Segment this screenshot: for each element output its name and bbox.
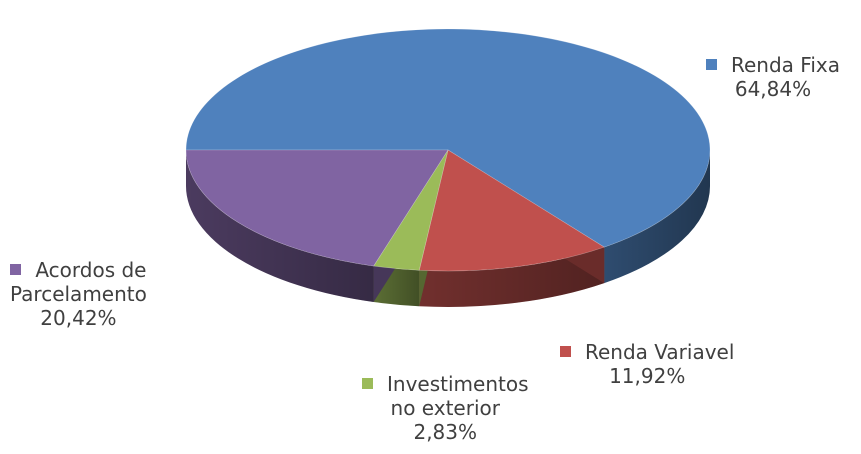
renda-variavel-value: 11,92%	[609, 364, 686, 388]
slice-renda-variavel	[418, 149, 605, 272]
investimentos-swatch-icon	[362, 378, 373, 389]
pie-tops	[185, 28, 711, 272]
investimentos-value: 2,83%	[413, 420, 478, 444]
investimentos-name-line-1: Investimentos	[387, 372, 529, 396]
data-label-renda-variavel: Renda Variavel 11,92%	[560, 340, 734, 388]
data-label-acordos: Acordos de Parcelamento 20,42%	[10, 258, 147, 330]
slice-side-shade-renda-variavel	[419, 247, 605, 308]
renda-fixa-value: 64,84%	[734, 77, 812, 101]
data-label-renda-fixa: Renda Fixa 64,84%	[706, 53, 840, 101]
investimentos-name-line-2: no exterior	[390, 396, 500, 420]
acordos-value: 20,42%	[40, 306, 117, 330]
renda-variavel-name: Renda Variavel	[585, 340, 735, 364]
slice-investimentos-no-exterior	[373, 149, 449, 271]
renda-fixa-swatch-icon	[706, 59, 717, 70]
data-label-investimentos: Investimentos no exterior 2,83%	[362, 372, 529, 444]
slice-side-shade-renda-fixa	[604, 150, 710, 284]
renda-fixa-name: Renda Fixa	[731, 53, 840, 77]
slice-acordos-de-parcelamento	[185, 149, 449, 267]
acordos-swatch-icon	[10, 264, 22, 275]
renda-variavel-swatch-icon	[560, 346, 571, 357]
acordos-name-line-2: Parcelamento	[10, 282, 147, 306]
acordos-name-line-1: Acordos de	[35, 258, 147, 282]
slice-side-shade-acordos-de-parcelamento	[186, 150, 374, 303]
slice-renda-fixa	[185, 28, 711, 248]
